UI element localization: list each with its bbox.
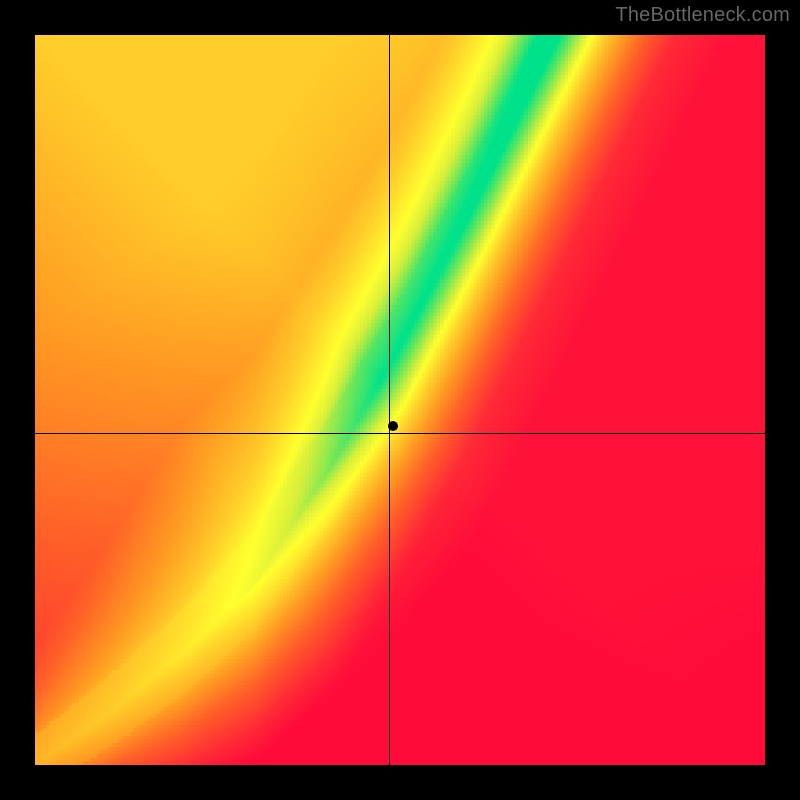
- plot-area: [35, 35, 765, 765]
- chart-frame: TheBottleneck.com: [0, 0, 800, 800]
- watermark-text: TheBottleneck.com: [615, 4, 790, 27]
- heatmap-canvas: [35, 35, 765, 765]
